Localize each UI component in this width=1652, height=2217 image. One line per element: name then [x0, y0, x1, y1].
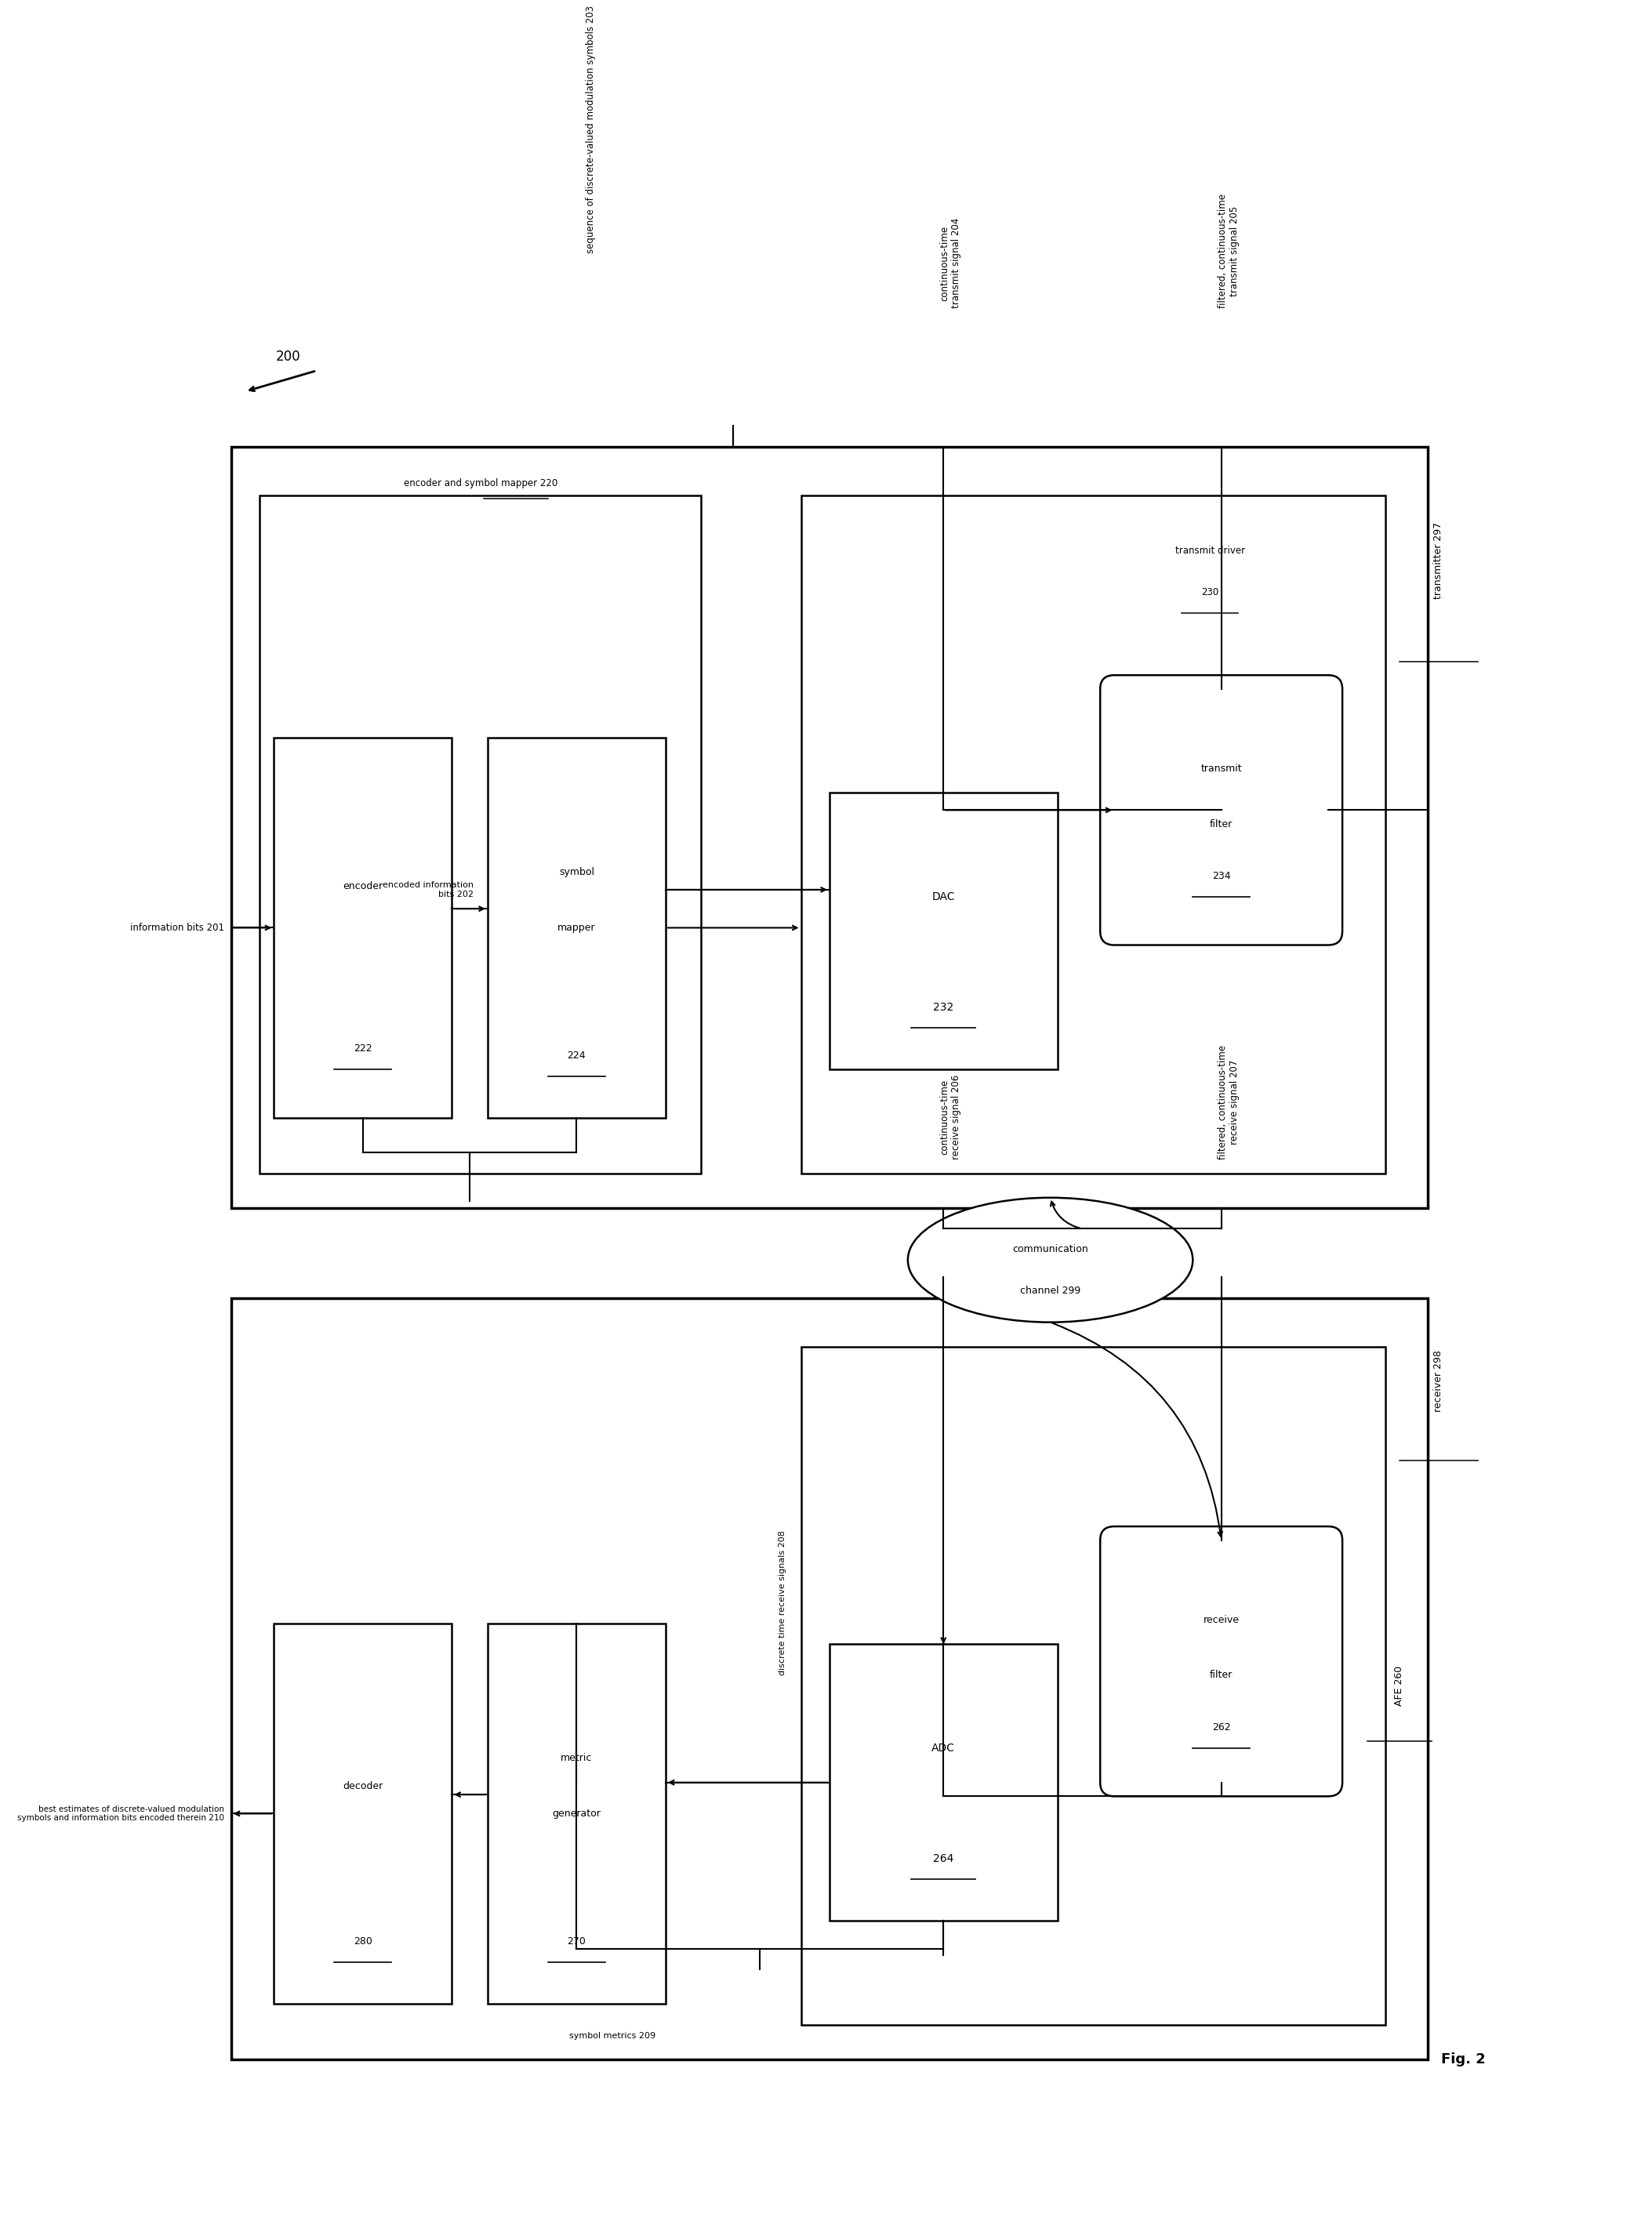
Text: 230: 230: [1201, 588, 1219, 596]
Text: transmit: transmit: [1201, 763, 1242, 774]
Bar: [487, 1623, 666, 2004]
Text: AFE 260: AFE 260: [1394, 1665, 1404, 1705]
Ellipse shape: [909, 1197, 1193, 1321]
Bar: [801, 1346, 1384, 2024]
Text: filter: filter: [1209, 1669, 1232, 1680]
Bar: [487, 738, 666, 1117]
Text: 264: 264: [933, 1853, 953, 1864]
Text: encoder and symbol mapper 220: encoder and symbol mapper 220: [403, 479, 557, 488]
Text: discrete time receive signals 208: discrete time receive signals 208: [778, 1530, 786, 1676]
Text: 262: 262: [1213, 1723, 1231, 1731]
Text: filtered, continuous-time
receive signal 207: filtered, continuous-time receive signal…: [1218, 1044, 1239, 1159]
Text: 270: 270: [567, 1938, 586, 1947]
Text: best estimates of discrete-valued modulation
symbols and information bits encode: best estimates of discrete-valued modula…: [17, 1805, 225, 1822]
Text: decoder: decoder: [342, 1780, 383, 1791]
Bar: [829, 794, 1057, 1069]
Text: DAC: DAC: [932, 891, 955, 902]
Bar: [274, 1623, 453, 2004]
Text: 232: 232: [933, 1002, 953, 1013]
Bar: [259, 494, 700, 1173]
Bar: [274, 738, 453, 1117]
Text: information bits 201: information bits 201: [131, 922, 225, 933]
Text: communication: communication: [1013, 1244, 1089, 1255]
Text: filtered, continuous-time
transmit signal 205: filtered, continuous-time transmit signa…: [1218, 193, 1239, 308]
Text: encoder: encoder: [344, 880, 383, 891]
Text: symbol: symbol: [558, 867, 595, 878]
Text: Fig. 2: Fig. 2: [1441, 2053, 1485, 2066]
Bar: [231, 448, 1427, 1208]
Bar: [231, 1297, 1427, 2060]
Bar: [801, 494, 1384, 1173]
Text: continuous-time
receive signal 206: continuous-time receive signal 206: [940, 1075, 961, 1159]
Text: symbol metrics 209: symbol metrics 209: [568, 2031, 656, 2040]
Text: transmitter 297: transmitter 297: [1434, 523, 1444, 599]
Text: receive: receive: [1203, 1614, 1239, 1625]
Text: ADC: ADC: [932, 1743, 955, 1754]
Text: transmit driver: transmit driver: [1175, 545, 1246, 556]
Text: 224: 224: [567, 1051, 586, 1062]
Text: mapper: mapper: [558, 922, 596, 933]
Text: 234: 234: [1213, 871, 1231, 880]
Text: 280: 280: [354, 1938, 372, 1947]
Text: continuous-time
transmit signal 204: continuous-time transmit signal 204: [940, 217, 961, 308]
Text: receiver 298: receiver 298: [1434, 1350, 1444, 1412]
Text: channel 299: channel 299: [1019, 1286, 1080, 1297]
Text: generator: generator: [552, 1809, 601, 1818]
Text: sequence of discrete-valued modulation symbols 203: sequence of discrete-valued modulation s…: [586, 4, 596, 253]
Text: filter: filter: [1209, 818, 1232, 829]
FancyBboxPatch shape: [1100, 1528, 1343, 1796]
Text: 200: 200: [276, 350, 301, 364]
Text: encoded information
bits 202: encoded information bits 202: [382, 880, 472, 898]
Bar: [829, 1645, 1057, 1920]
Text: metric: metric: [560, 1754, 593, 1763]
FancyBboxPatch shape: [1100, 676, 1343, 944]
Text: 222: 222: [354, 1044, 372, 1053]
